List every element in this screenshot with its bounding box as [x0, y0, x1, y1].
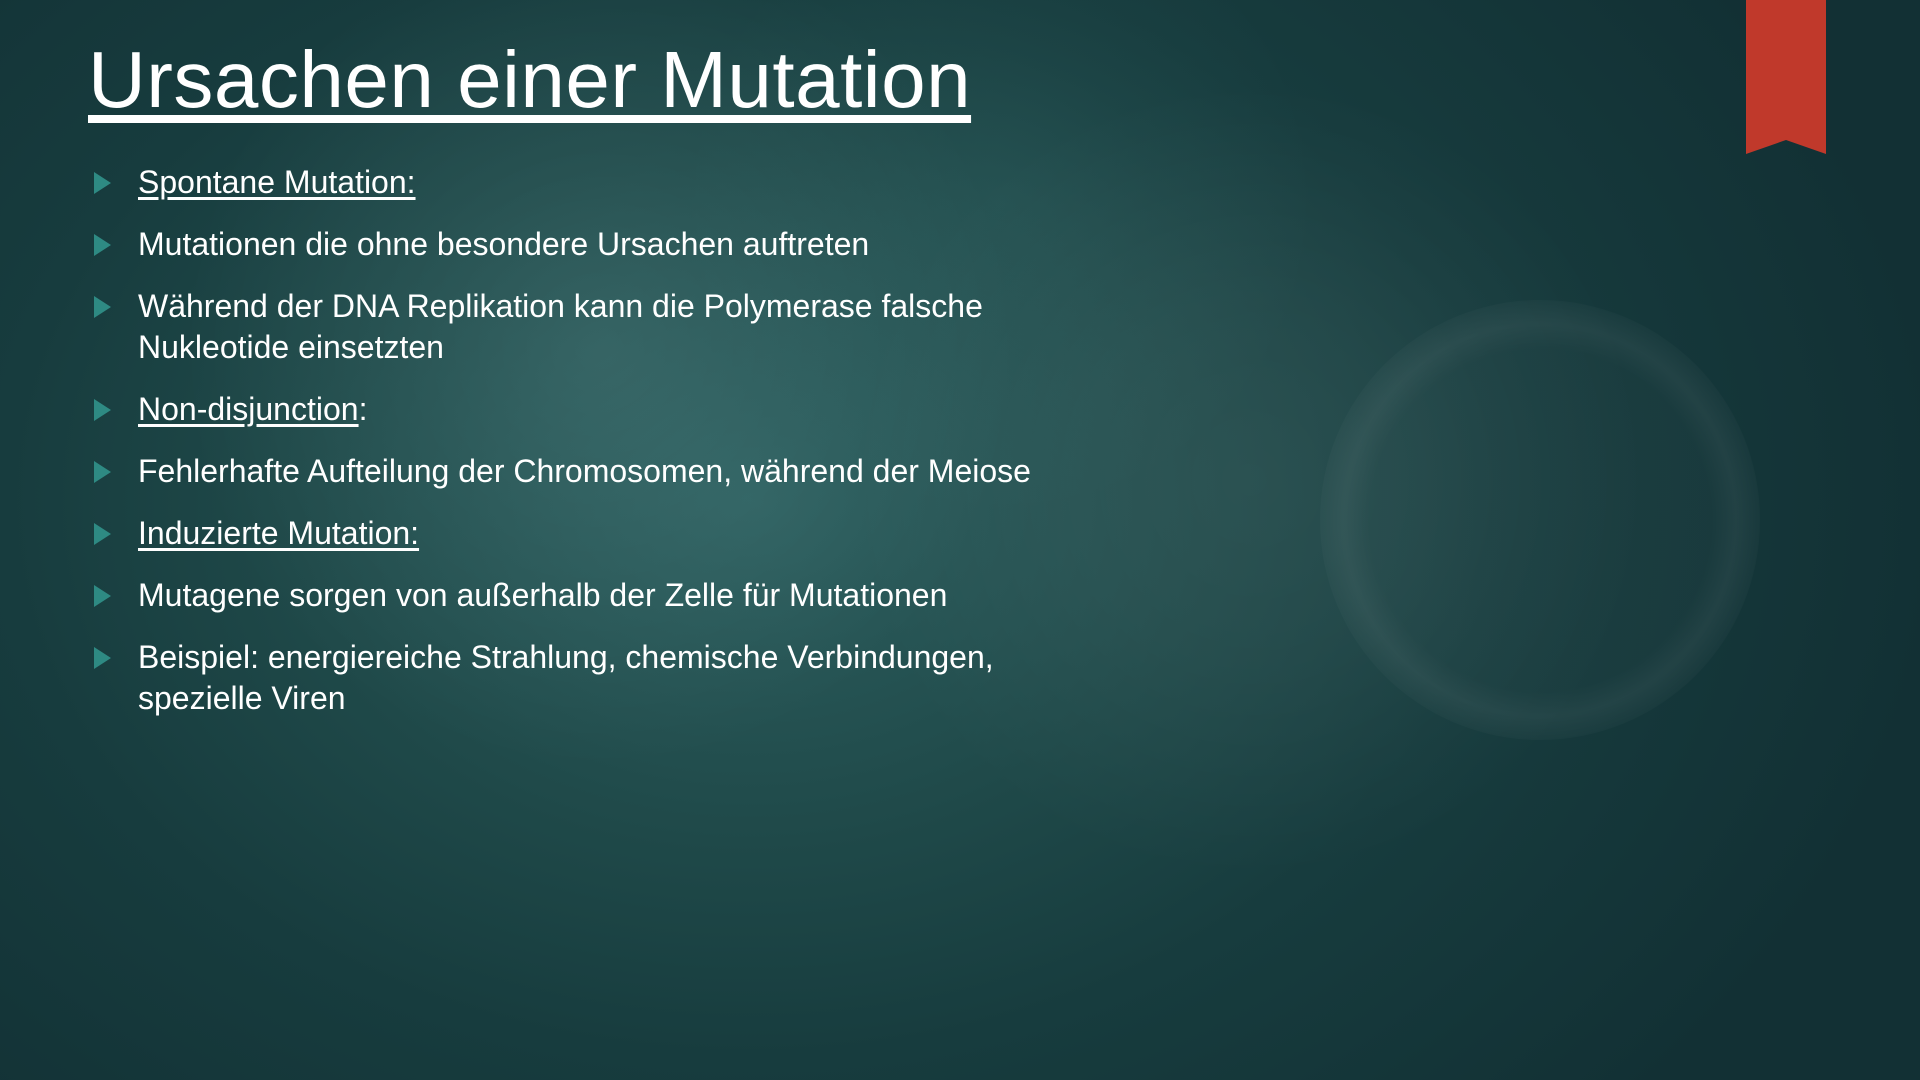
bullet-text: Während der DNA Replikation kann die Pol…	[138, 288, 983, 365]
slide-title: Ursachen einer Mutation	[88, 34, 1788, 126]
bullet-list: Spontane Mutation: Mutationen die ohne b…	[88, 162, 1788, 719]
bullet-text: Mutationen die ohne besondere Ursachen a…	[138, 226, 869, 262]
bullet-text-suffix: :	[359, 391, 368, 427]
bullet-text: Beispiel: energiereiche Strahlung, chemi…	[138, 639, 994, 716]
list-item: Fehlerhafte Aufteilung der Chromosomen, …	[88, 451, 1088, 492]
list-item: Mutagene sorgen von außerhalb der Zelle …	[88, 575, 1088, 616]
bullet-text: Mutagene sorgen von außerhalb der Zelle …	[138, 577, 947, 613]
bullet-text: Spontane Mutation:	[138, 164, 416, 200]
bullet-text: Induzierte Mutation:	[138, 515, 419, 551]
list-item: Spontane Mutation:	[88, 162, 1088, 203]
list-item: Mutationen die ohne besondere Ursachen a…	[88, 224, 1088, 265]
list-item: Non-disjunction:	[88, 389, 1088, 430]
bullet-text: Non-disjunction	[138, 391, 359, 427]
bullet-text: Fehlerhafte Aufteilung der Chromosomen, …	[138, 453, 1031, 489]
slide-content: Ursachen einer Mutation Spontane Mutatio…	[88, 34, 1788, 740]
list-item: Während der DNA Replikation kann die Pol…	[88, 286, 1088, 368]
list-item: Induzierte Mutation:	[88, 513, 1088, 554]
list-item: Beispiel: energiereiche Strahlung, chemi…	[88, 637, 1088, 719]
